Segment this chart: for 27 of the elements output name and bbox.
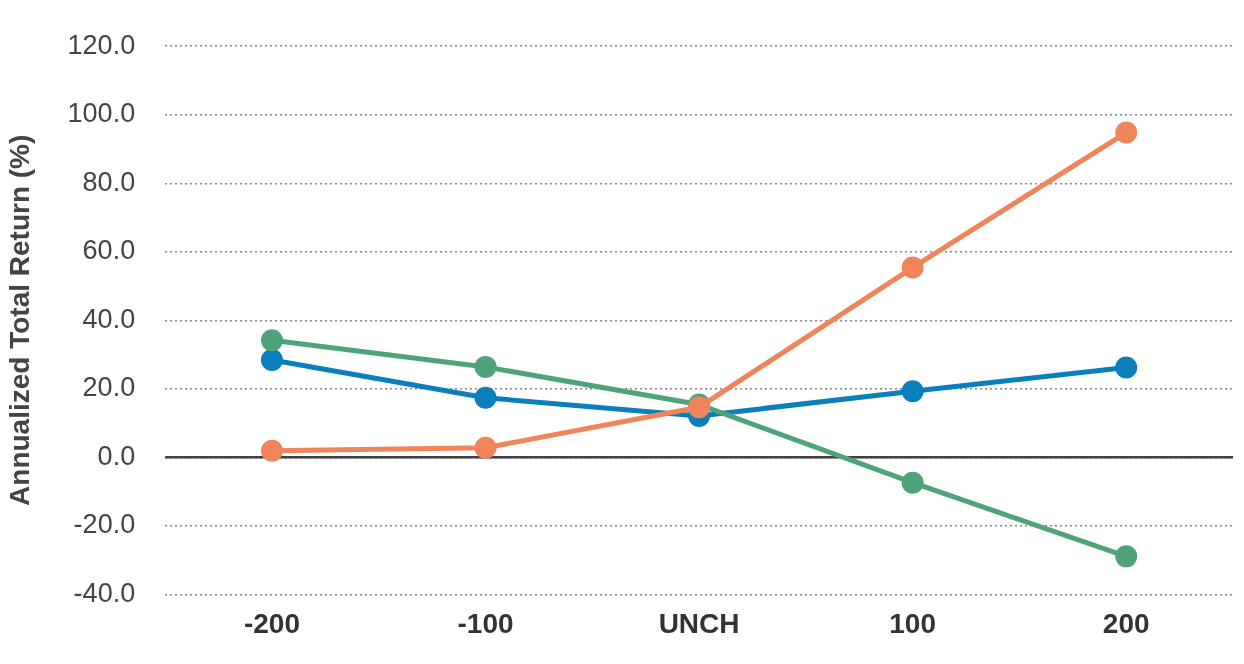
x-tick-label: 100 xyxy=(889,607,937,639)
y-tick-label: 100.0 xyxy=(67,98,136,129)
point xyxy=(901,380,924,403)
y-tick-label: -40.0 xyxy=(73,577,136,608)
point xyxy=(1115,121,1138,144)
y-tick-label: 80.0 xyxy=(82,166,136,197)
y-tick-label: 40.0 xyxy=(82,303,136,334)
point xyxy=(260,439,283,462)
point xyxy=(260,349,283,372)
x-tick-label: 200 xyxy=(1102,607,1150,639)
point xyxy=(260,329,283,352)
y-tick-label: 20.0 xyxy=(82,372,136,403)
point xyxy=(901,471,924,494)
point xyxy=(901,256,924,279)
y-axis-title: Annualized Total Return (%) xyxy=(3,134,35,506)
point xyxy=(474,355,497,378)
y-tick-label: 0.0 xyxy=(97,440,136,471)
point xyxy=(1115,545,1138,568)
y-tick-label: 60.0 xyxy=(82,235,136,266)
point xyxy=(1115,356,1138,379)
x-tick-label: UNCH xyxy=(658,607,740,639)
point xyxy=(474,436,497,459)
x-tick-label: -200 xyxy=(243,607,300,639)
y-tick-label: 120.0 xyxy=(67,29,136,60)
point xyxy=(474,386,497,409)
y-tick-label: -20.0 xyxy=(73,509,136,540)
x-tick-label: -100 xyxy=(457,607,514,639)
